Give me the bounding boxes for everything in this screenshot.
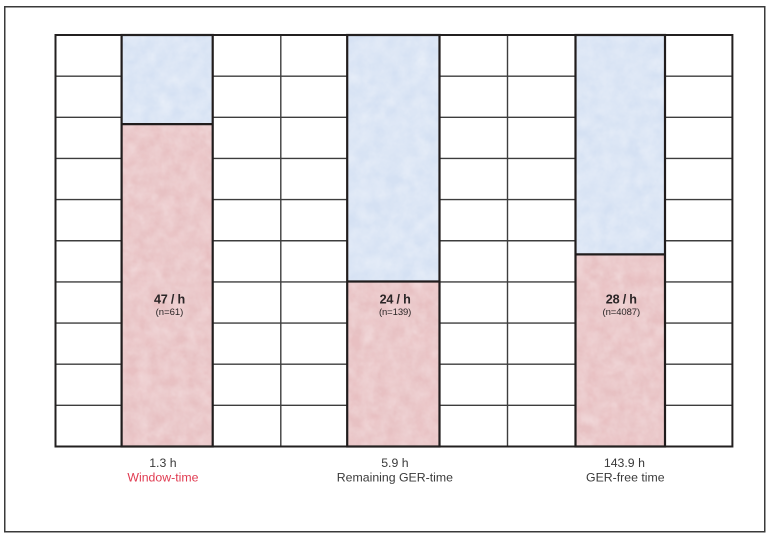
svg-text:47 / h: 47 / h [154, 293, 185, 307]
svg-text:(n=4087): (n=4087) [603, 307, 641, 318]
svg-text:1.3 h: 1.3 h [149, 456, 177, 470]
svg-text:GER-free time: GER-free time [586, 470, 665, 484]
svg-text:24 / h: 24 / h [380, 293, 411, 307]
svg-text:(n=61): (n=61) [156, 307, 184, 318]
svg-text:Window-time: Window-time [127, 470, 198, 484]
svg-text:28 / h: 28 / h [606, 293, 637, 307]
svg-text:Remaining GER-time: Remaining GER-time [337, 470, 453, 484]
svg-text:5.9 h: 5.9 h [381, 456, 409, 470]
svg-text:143.9 h: 143.9 h [604, 456, 645, 470]
svg-text:(n=139): (n=139) [379, 307, 411, 318]
